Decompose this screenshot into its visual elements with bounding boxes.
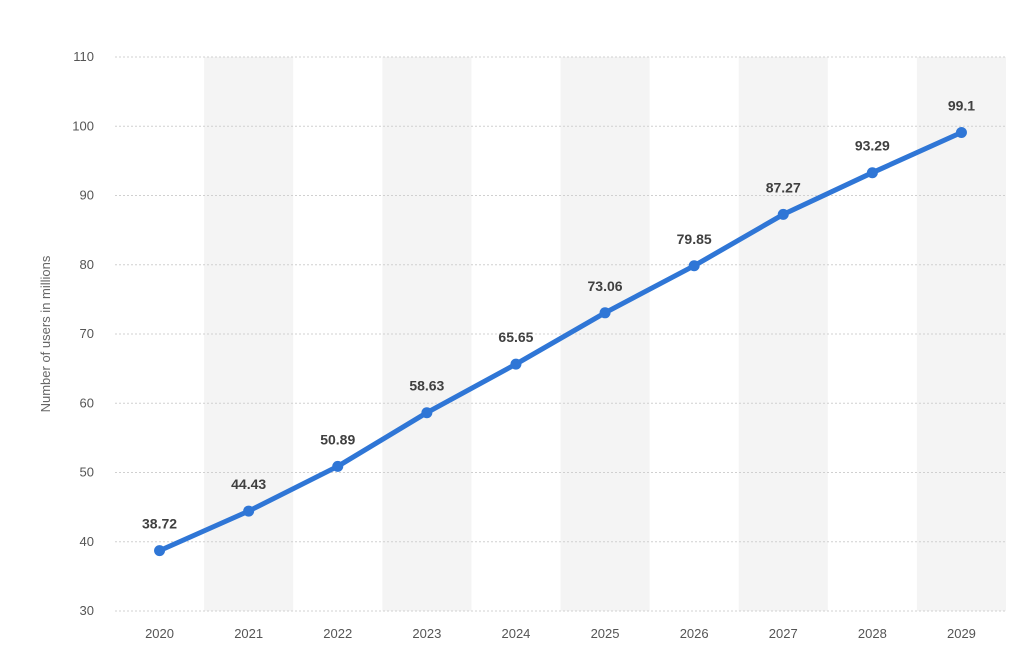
data-label-2027: 87.27 (766, 179, 801, 195)
x-axis-ticks: 2020 2021 2022 2023 2024 2025 2026 2027 2028 2029 (145, 626, 976, 641)
series-line (157, 130, 964, 554)
x-tick-label: 2023 (412, 626, 441, 641)
x-tick-label: 2021 (234, 626, 263, 641)
y-tick-label: 100 (72, 118, 94, 133)
x-tick-label: 2024 (501, 626, 530, 641)
y-tick-label: 90 (80, 188, 94, 203)
data-label-2026: 79.85 (677, 231, 712, 247)
data-point-2027[interactable] (777, 208, 789, 220)
y-tick-label: 110 (73, 49, 94, 64)
x-tick-label: 2026 (680, 626, 709, 641)
x-tick-label: 2020 (145, 626, 174, 641)
data-point-2028[interactable] (866, 167, 878, 179)
x-tick-label: 2025 (591, 626, 620, 641)
data-point-2023[interactable] (421, 407, 433, 419)
y-axis-title: Number of users in millions (38, 255, 53, 412)
y-tick-label: 60 (80, 395, 94, 410)
data-label-2024: 65.65 (498, 329, 533, 345)
data-point-2029[interactable] (955, 126, 967, 138)
x-tick-label: 2029 (947, 626, 976, 641)
x-tick-label: 2028 (858, 626, 887, 641)
data-point-2026[interactable] (688, 260, 700, 272)
x-tick-label: 2027 (769, 626, 798, 641)
data-label-2029: 99.1 (948, 97, 975, 113)
gridlines (115, 56, 1006, 612)
y-tick-label: 40 (80, 534, 94, 549)
data-label-2025: 73.06 (588, 278, 623, 294)
y-tick-label: 50 (80, 465, 94, 480)
x-tick-label: 2022 (323, 626, 352, 641)
data-labels: 38.72 44.43 50.89 58.63 65.65 73.06 79.85 87.27… (142, 97, 975, 531)
y-tick-label: 30 (80, 603, 94, 618)
data-point-2024[interactable] (510, 358, 522, 370)
series-layer (154, 126, 967, 557)
data-point-2020[interactable] (154, 545, 166, 557)
y-tick-label: 70 (80, 326, 94, 341)
y-tick-label: 80 (80, 257, 94, 272)
data-label-2020: 38.72 (142, 516, 177, 532)
y-axis-ticks: 30 40 50 60 70 80 90 100 110 (72, 49, 94, 618)
data-label-2022: 50.89 (320, 431, 355, 447)
data-point-2022[interactable] (332, 460, 344, 472)
data-label-2021: 44.43 (231, 476, 266, 492)
data-point-2021[interactable] (243, 505, 255, 517)
data-label-2028: 93.29 (855, 138, 890, 154)
data-label-2023: 58.63 (409, 378, 444, 394)
data-point-2025[interactable] (599, 307, 611, 319)
